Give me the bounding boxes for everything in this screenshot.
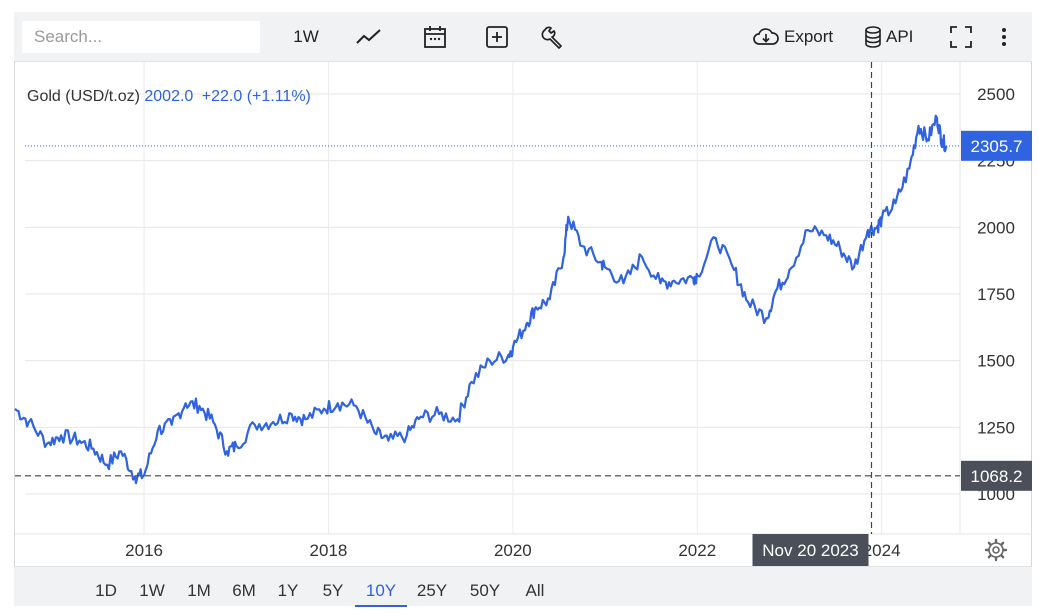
cloud-download-icon: [753, 28, 779, 45]
svg-text:2305.7: 2305.7: [971, 137, 1023, 156]
range-button-1d[interactable]: 1D: [95, 581, 117, 600]
chart-legend: Gold (USD/t.oz) 2002.0 +22.0 (+1.11%): [27, 88, 311, 106]
x-tick-label: 2024: [863, 541, 901, 560]
range-button-1m[interactable]: 1M: [187, 581, 211, 600]
y-tick-label: 1250: [977, 418, 1015, 437]
svg-text:1068.2: 1068.2: [971, 467, 1023, 486]
more-options-button[interactable]: [992, 12, 1016, 62]
range-button-6m[interactable]: 6M: [232, 581, 256, 600]
more-vertical-icon: [1002, 28, 1006, 46]
export-label: Export: [784, 27, 834, 46]
last-price-label: 2305.7: [961, 130, 1032, 161]
y-tick-label: 2500: [977, 85, 1015, 104]
y-tick-label: 1750: [977, 285, 1015, 304]
legend-value: 2002.0: [144, 88, 194, 105]
line-chart-icon: [356, 29, 381, 44]
range-button-5y[interactable]: 5Y: [322, 581, 344, 600]
y-tick-label: 1500: [977, 352, 1015, 371]
chart-widget: [14, 12, 1032, 606]
api-label: API: [886, 27, 914, 46]
x-axis: 2016 2018 2020 2022 2024: [125, 541, 900, 560]
range-button-1w[interactable]: 1W: [139, 581, 165, 600]
chart-settings-icon[interactable]: [984, 538, 1008, 562]
interval-button[interactable]: 1W: [284, 12, 328, 62]
range-button-all[interactable]: All: [525, 581, 545, 600]
range-selector: 1D 1W 1M 6M 1Y 5Y 10Y 25Y 50Y All: [14, 566, 1032, 607]
svg-text:Nov 20 2023: Nov 20 2023: [762, 541, 858, 560]
api-button[interactable]: API: [864, 12, 924, 62]
tools-button[interactable]: [536, 12, 570, 62]
interval-label: 1W: [293, 27, 319, 46]
y-tick-label: 2000: [977, 218, 1015, 237]
search-input[interactable]: [22, 21, 260, 53]
crosshair-date-label: Nov 20 2023: [752, 534, 869, 566]
range-button-10y[interactable]: 10Y: [355, 567, 407, 607]
legend-symbol-name: Gold (USD/t.oz): [27, 88, 140, 105]
export-button[interactable]: Export: [752, 12, 842, 62]
chart-toolbar: 1W Export API: [14, 12, 1032, 62]
range-button-25y[interactable]: 25Y: [416, 581, 448, 600]
crosshair-price-label: 1068.2: [961, 460, 1032, 491]
x-tick-label: 2020: [494, 541, 532, 560]
chart-type-button[interactable]: [352, 12, 386, 62]
x-tick-label: 2016: [125, 541, 163, 560]
database-icon: [865, 26, 881, 48]
plus-box-icon: [486, 26, 508, 48]
range-button-1y[interactable]: 1Y: [277, 581, 299, 600]
wrench-icon: [541, 26, 562, 49]
date-range-button[interactable]: [418, 12, 452, 62]
add-indicator-button[interactable]: [480, 12, 514, 62]
range-button-50y[interactable]: 50Y: [469, 581, 501, 600]
fullscreen-button[interactable]: [944, 12, 978, 62]
series-line-gold: [14, 114, 948, 485]
fullscreen-icon: [950, 26, 972, 48]
calendar-icon: [424, 26, 446, 48]
x-tick-label: 2018: [310, 541, 348, 560]
legend-change: +22.0 (+1.11%): [201, 88, 311, 105]
x-tick-label: 2022: [678, 541, 716, 560]
chart-grid: [15, 62, 1032, 535]
